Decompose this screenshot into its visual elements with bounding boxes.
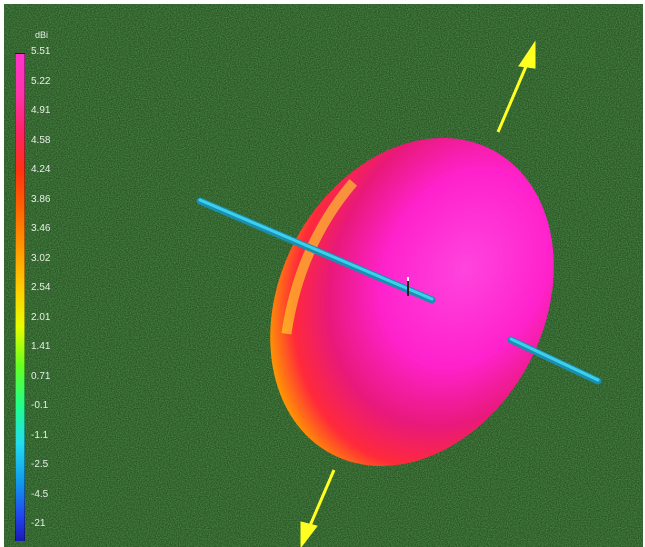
colorbar-tick-label: 4.91 <box>31 105 51 116</box>
colorbar-tick-label: 5.22 <box>31 75 51 87</box>
colorbar-tick-label: 0.71 <box>31 370 51 382</box>
colorbar-tick-label: 4.58 <box>31 134 51 146</box>
colorbar-tick-label: 2.01 <box>31 311 51 323</box>
direction-arrow-up <box>496 40 536 133</box>
colorbar-tick-label: -4.5 <box>31 488 49 500</box>
colorbar-tick-label: 3.02 <box>31 252 51 264</box>
colorbar-tick-label: -0.1 <box>31 400 49 411</box>
colorbar-tick-label: 4.24 <box>31 164 51 175</box>
colorbar-tick-label: 1.41 <box>31 341 51 352</box>
colorbar-tick-label: 3.86 <box>31 193 51 205</box>
colorbar-tick-label: 3.46 <box>31 223 51 234</box>
colorbar-tick-label: -21 <box>31 518 46 529</box>
colorbar-tick-label: 5.51 <box>31 46 51 57</box>
scene-3d <box>4 4 643 547</box>
radiation-pattern-view[interactable]: dBi 5.51 5.22 4.91 4.58 4.24 3.86 3.46 3.02 2.54… <box>4 4 643 547</box>
colorbar-gradient <box>15 53 25 542</box>
direction-arrow-down <box>300 469 336 547</box>
colorbar-tick-label: -1.1 <box>31 429 49 441</box>
colorbar-unit-label: dBi <box>35 30 49 40</box>
dipole-antenna[interactable] <box>196 197 602 385</box>
colorbar-tick-label: -2.5 <box>31 459 49 470</box>
colorbar-tick-label: 2.54 <box>31 282 51 293</box>
